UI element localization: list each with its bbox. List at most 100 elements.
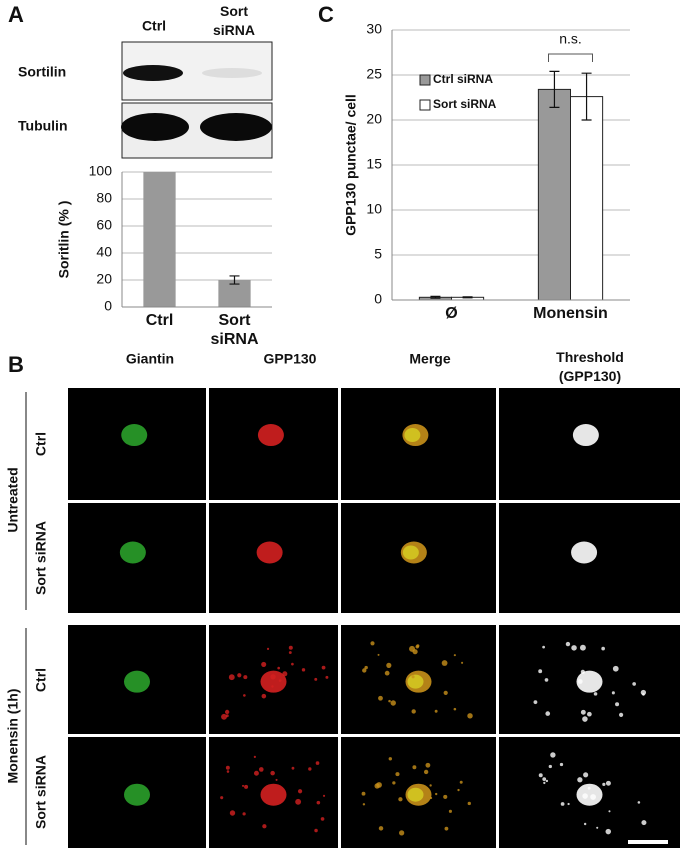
puncta	[315, 761, 320, 765]
significance-bracket	[548, 53, 593, 62]
puncta	[444, 826, 449, 831]
puncta	[580, 709, 586, 715]
golgi-signal	[119, 541, 146, 564]
puncta	[377, 653, 380, 656]
x-tick-label: Monensin	[533, 305, 608, 322]
image-grid	[68, 388, 680, 848]
puncta	[388, 757, 393, 761]
y-tick-label: 20	[366, 111, 382, 127]
puncta	[571, 645, 577, 651]
puncta	[253, 770, 259, 776]
bar	[143, 172, 176, 307]
puncta	[243, 675, 248, 680]
puncta	[295, 798, 302, 805]
puncta	[577, 777, 583, 783]
puncta	[291, 766, 295, 770]
puncta	[392, 781, 396, 785]
puncta	[543, 781, 546, 785]
puncta	[261, 661, 267, 667]
puncta	[579, 644, 586, 651]
puncta	[226, 770, 230, 773]
puncta	[243, 694, 246, 697]
x-tick-label: Ctrl	[146, 312, 174, 329]
puncta	[593, 692, 598, 696]
puncta	[548, 764, 552, 769]
golgi-signal	[260, 783, 287, 806]
panel-letter: B	[8, 352, 24, 377]
y-axis-label: Soritlin (% )	[56, 201, 72, 279]
y-tick-label: 5	[374, 246, 382, 262]
legend-label: Ctrl siRNA	[433, 72, 493, 86]
puncta	[220, 796, 224, 800]
puncta	[225, 765, 230, 770]
error-bar	[549, 70, 560, 108]
y-tick-label: 0	[374, 291, 382, 307]
puncta	[297, 789, 303, 794]
band	[202, 68, 262, 78]
puncta	[398, 797, 403, 802]
puncta	[278, 679, 282, 683]
puncta	[241, 784, 245, 787]
puncta	[322, 794, 326, 797]
puncta	[590, 794, 596, 800]
column-header: GPP130	[264, 351, 317, 367]
puncta	[434, 709, 438, 713]
puncta	[314, 677, 318, 681]
x-tick-label: Ø	[445, 305, 457, 322]
puncta	[361, 791, 366, 796]
puncta	[288, 651, 292, 655]
puncta	[619, 712, 624, 717]
condition-label: Monensin (1h)	[5, 689, 21, 784]
puncta	[605, 780, 611, 786]
golgi-signal	[124, 783, 150, 806]
row-label: Sort siRNA	[33, 755, 49, 829]
scale-bar	[628, 840, 668, 844]
y-tick-label: 30	[366, 21, 382, 37]
puncta	[228, 674, 235, 681]
puncta	[580, 669, 585, 674]
puncta	[423, 769, 429, 775]
puncta	[443, 690, 448, 696]
puncta	[376, 782, 382, 788]
puncta	[415, 645, 419, 649]
puncta	[270, 770, 275, 776]
column-header: Threshold (GPP130)	[556, 349, 624, 384]
puncta	[545, 779, 549, 783]
puncta	[314, 828, 318, 833]
puncta	[567, 802, 570, 806]
puncta	[325, 675, 329, 679]
puncta	[461, 661, 464, 664]
puncta	[565, 641, 571, 647]
y-tick-label: 0	[104, 298, 112, 314]
condition-label: Untreated	[5, 467, 21, 532]
band	[121, 113, 189, 141]
puncta	[258, 767, 264, 772]
puncta	[583, 822, 587, 826]
puncta	[538, 669, 543, 674]
puncta	[390, 700, 396, 706]
puncta	[364, 665, 368, 670]
puncta	[411, 675, 415, 679]
legend-label: Sort siRNA	[433, 97, 497, 111]
y-tick-label: 80	[96, 190, 112, 206]
band	[123, 65, 183, 81]
puncta	[229, 810, 236, 816]
puncta	[291, 662, 294, 666]
puncta	[225, 714, 229, 718]
puncta	[237, 673, 242, 678]
y-tick-label: 40	[96, 244, 112, 260]
puncta	[429, 784, 432, 787]
column-header: Merge	[409, 351, 450, 367]
puncta	[320, 817, 325, 821]
puncta	[221, 713, 227, 720]
puncta	[308, 767, 312, 771]
puncta	[395, 772, 400, 777]
puncta	[261, 693, 267, 699]
golgi-signal	[407, 674, 424, 689]
puncta	[301, 668, 306, 672]
golgi-signal	[260, 670, 287, 693]
panel-letter: C	[318, 2, 334, 27]
puncta	[453, 654, 456, 657]
y-axis-label: GPP130 punctae/ cell	[343, 94, 359, 236]
puncta	[253, 755, 256, 759]
